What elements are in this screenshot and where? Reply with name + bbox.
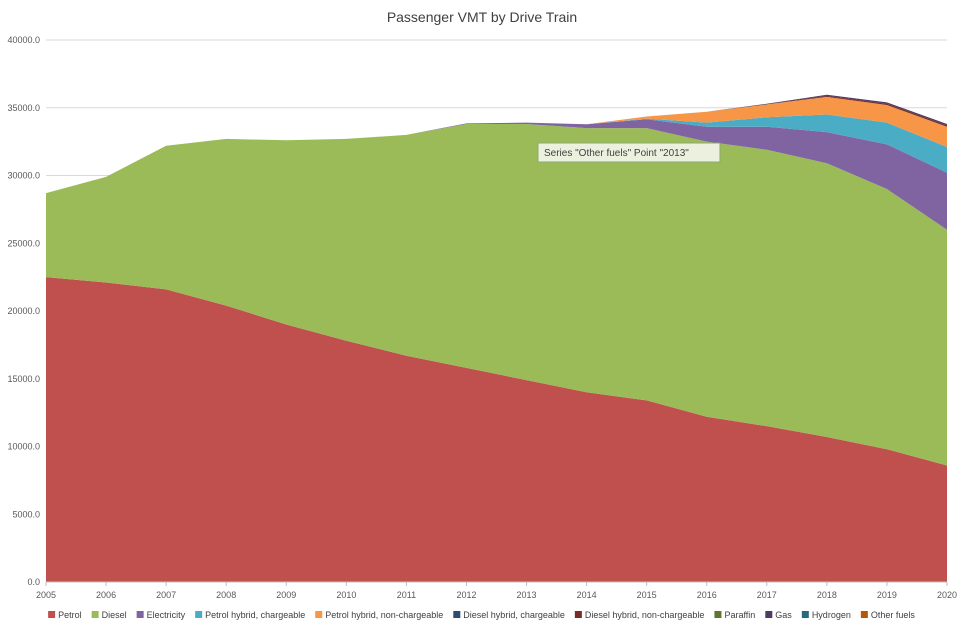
legend[interactable]: Petrol Diesel Electricity Petrol hybrid, ch…: [48, 610, 915, 620]
x-tick-label: 2015: [637, 590, 657, 600]
legend-label: Paraffin: [724, 610, 755, 620]
y-tick-label: 40000.0: [7, 35, 40, 45]
data-tooltip: Series "Other fuels" Point "2013": [537, 142, 721, 163]
y-tick-label: 15000.0: [7, 374, 40, 384]
area-series-diesel[interactable]: [46, 124, 947, 466]
x-tick-label: 2008: [216, 590, 236, 600]
x-tick-label: 2007: [156, 590, 176, 600]
x-tick-label: 2012: [456, 590, 476, 600]
legend-swatch: [136, 611, 144, 618]
legend-item-diesel[interactable]: Diesel: [91, 610, 127, 620]
x-tick-label: 2017: [757, 590, 777, 600]
legend-item-other-fuels[interactable]: Other fuels: [860, 610, 916, 620]
legend-label: Electricity: [147, 610, 186, 620]
x-tick-label: 2013: [517, 590, 537, 600]
y-tick-label: 20000.0: [7, 306, 40, 316]
legend-swatch: [801, 611, 809, 618]
legend-label: Petrol hybrid, non-chargeable: [325, 610, 443, 620]
x-tick-label: 2016: [697, 590, 717, 600]
x-tick-label: 2018: [817, 590, 837, 600]
area-series-petrol-hybrid-non-chargeable[interactable]: [46, 96, 947, 194]
y-tick-label: 5000.0: [12, 509, 40, 519]
x-tick-label: 2014: [577, 590, 597, 600]
legend-swatch: [860, 611, 868, 618]
y-tick-label: 0.0: [27, 577, 40, 587]
legend-swatch: [91, 611, 99, 618]
x-tick-label: 2006: [96, 590, 116, 600]
legend-swatch: [48, 611, 56, 618]
legend-item-petrol-hybrid-chargeable[interactable]: Petrol hybrid, chargeable: [195, 610, 305, 620]
tooltip-box: [537, 142, 721, 163]
legend-item-electricity[interactable]: Electricity: [136, 610, 186, 620]
legend-swatch: [453, 611, 461, 618]
legend-item-paraffin[interactable]: Paraffin: [714, 610, 755, 620]
legend-label: Petrol hybrid, chargeable: [205, 610, 305, 620]
legend-item-diesel-hybrid-non-chargeable[interactable]: Diesel hybrid, non-chargeable: [574, 610, 705, 620]
y-tick-label: 30000.0: [7, 171, 40, 181]
legend-label: Petrol: [58, 610, 82, 620]
x-tick-label: 2005: [36, 590, 56, 600]
y-tick-label: 35000.0: [7, 103, 40, 113]
plot-areas[interactable]: [46, 94, 947, 582]
legend-item-gas[interactable]: Gas: [765, 610, 792, 620]
legend-item-petrol-hybrid-non-chargeable[interactable]: Petrol hybrid, non-chargeable: [315, 610, 443, 620]
legend-swatch: [195, 611, 203, 618]
axes: 0.0 5000.0 10000.0 15000.0 20000.0 25000.0 300…: [7, 35, 957, 600]
tooltip-text: Series "Other fuels" Point "2013": [544, 148, 689, 159]
legend-label: Hydrogen: [812, 610, 851, 620]
x-tick-label: 2010: [336, 590, 356, 600]
x-tick-label: 2009: [276, 590, 296, 600]
legend-swatch: [315, 611, 323, 618]
legend-item-petrol[interactable]: Petrol: [48, 610, 82, 620]
legend-swatch: [574, 611, 582, 618]
legend-label: Gas: [775, 610, 792, 620]
area-series-petrol[interactable]: [46, 277, 947, 582]
legend-swatch: [765, 611, 773, 618]
area-series-petrol-hybrid-chargeable[interactable]: [46, 114, 947, 194]
y-tick-label: 25000.0: [7, 238, 40, 248]
legend-swatch: [714, 611, 722, 618]
legend-label: Other fuels: [871, 610, 916, 620]
legend-label: Diesel hybrid, chargeable: [463, 610, 565, 620]
y-tick-label: 10000.0: [7, 442, 40, 452]
chart-title: Passenger VMT by Drive Train: [387, 9, 577, 25]
x-tick-label: 2019: [877, 590, 897, 600]
legend-item-hydrogen[interactable]: Hydrogen: [801, 610, 851, 620]
x-tick-label: 2020: [937, 590, 957, 600]
legend-label: Diesel: [102, 610, 127, 620]
x-tick-label: 2011: [397, 590, 416, 600]
legend-label: Diesel hybrid, non-chargeable: [585, 610, 705, 620]
legend-item-diesel-hybrid-chargeable[interactable]: Diesel hybrid, chargeable: [453, 610, 565, 620]
